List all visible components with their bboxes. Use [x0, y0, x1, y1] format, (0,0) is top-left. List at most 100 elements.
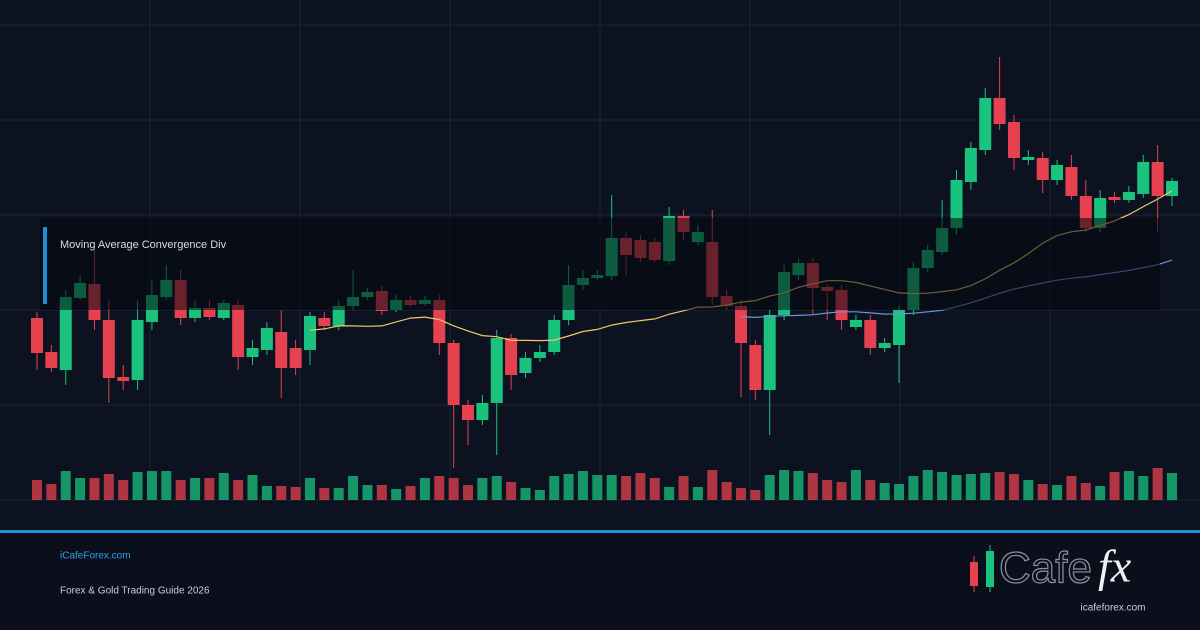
volume-bar — [649, 478, 660, 500]
volume-bar — [319, 488, 330, 500]
volume-bar — [836, 482, 847, 500]
volume-bar — [1167, 473, 1177, 500]
indicator-marker — [43, 227, 47, 304]
candle-body — [1051, 165, 1064, 180]
candle-body — [260, 328, 273, 350]
volume-bar — [1037, 484, 1048, 500]
volume-bar — [750, 490, 761, 500]
volume-bar — [520, 488, 531, 500]
volume-bar — [1095, 486, 1106, 500]
volume-bar — [965, 474, 976, 500]
site-link[interactable]: iCafeForex.com — [60, 551, 131, 562]
volume-bar — [419, 478, 430, 500]
volume-bar — [577, 471, 588, 500]
candle-body — [117, 377, 130, 381]
volume-bar — [563, 474, 574, 500]
candle-body — [289, 348, 302, 368]
volume-bar — [304, 478, 315, 500]
candle-body — [102, 320, 115, 378]
volume-bar — [463, 485, 474, 500]
volume-bar — [735, 488, 746, 500]
volume-bar — [376, 485, 387, 500]
volume-bar — [103, 474, 114, 500]
candle-body — [31, 318, 43, 353]
volume-bar — [1123, 471, 1134, 500]
volume-bar — [1080, 483, 1091, 500]
candle-body — [246, 348, 259, 357]
volume-bar — [233, 480, 244, 500]
volume-bar — [75, 478, 86, 500]
candle-body — [189, 308, 202, 318]
volume-bar — [333, 488, 344, 500]
candle-body — [433, 300, 446, 343]
indicator-label: Moving Average Convergence Div — [60, 239, 227, 251]
footer-background — [0, 533, 1200, 630]
volume-bar — [908, 476, 919, 500]
volume-bar — [879, 483, 890, 500]
volume-bar — [994, 472, 1005, 500]
candle-body — [131, 320, 144, 380]
candle-body — [332, 306, 345, 326]
candle-body — [59, 297, 72, 370]
volume-bar — [261, 486, 272, 500]
volume-bar — [951, 475, 962, 500]
volume-bar — [621, 476, 632, 500]
volume-bar — [980, 473, 991, 500]
indicator-overlay — [40, 218, 1160, 310]
candle-body — [275, 332, 288, 368]
volume-bar — [1008, 474, 1019, 500]
volume-bar — [204, 478, 215, 500]
volume-bar — [865, 480, 876, 500]
volume-bar — [391, 489, 402, 500]
candle-body — [1007, 122, 1020, 158]
candle-body — [232, 305, 245, 357]
candle-body — [533, 352, 546, 358]
volume-bar — [46, 484, 57, 500]
volume-bar — [534, 490, 545, 500]
volume-bar — [247, 475, 258, 500]
logo: Cafe fx icafeforex.com — [970, 541, 1146, 614]
volume-bar — [894, 484, 905, 500]
volume-bar — [1109, 472, 1120, 500]
volume-bar — [118, 480, 129, 500]
candle-body — [1065, 167, 1078, 196]
volume-bar — [405, 486, 416, 500]
candle-body — [993, 98, 1006, 124]
candle-body — [1022, 157, 1035, 160]
volume-bar — [922, 470, 933, 500]
candle-body — [1151, 162, 1164, 196]
candle-body — [950, 180, 963, 228]
candle-body — [749, 345, 762, 390]
candle-body — [45, 352, 58, 368]
candle-body — [476, 403, 489, 420]
volume-bar — [161, 471, 172, 500]
candle-body — [1108, 197, 1121, 200]
volume-bar — [764, 475, 775, 500]
volume-bar — [592, 475, 603, 500]
candle-body — [462, 405, 475, 420]
candle-body — [318, 318, 331, 326]
volume-bar — [190, 478, 201, 500]
volume-bar — [1066, 476, 1077, 500]
candle-body — [548, 320, 561, 352]
candle-body — [490, 338, 503, 403]
logo-icon-candle — [970, 562, 978, 586]
volume-bar — [477, 478, 488, 500]
volume-bar — [218, 473, 229, 500]
volume-bar — [1152, 468, 1163, 500]
volume-bar — [635, 473, 646, 500]
volume-bar — [850, 470, 861, 500]
candle-body — [734, 306, 747, 343]
volume-bar — [692, 487, 703, 500]
volume-bar — [32, 480, 42, 500]
volume-bar — [807, 473, 818, 500]
candle-body — [979, 98, 992, 150]
volume-bar — [664, 487, 675, 500]
candle-body — [893, 310, 906, 345]
volume-bar — [290, 487, 301, 500]
logo-word: Cafe — [999, 544, 1092, 593]
volume-bar — [822, 480, 833, 500]
volume-bar — [707, 470, 718, 500]
